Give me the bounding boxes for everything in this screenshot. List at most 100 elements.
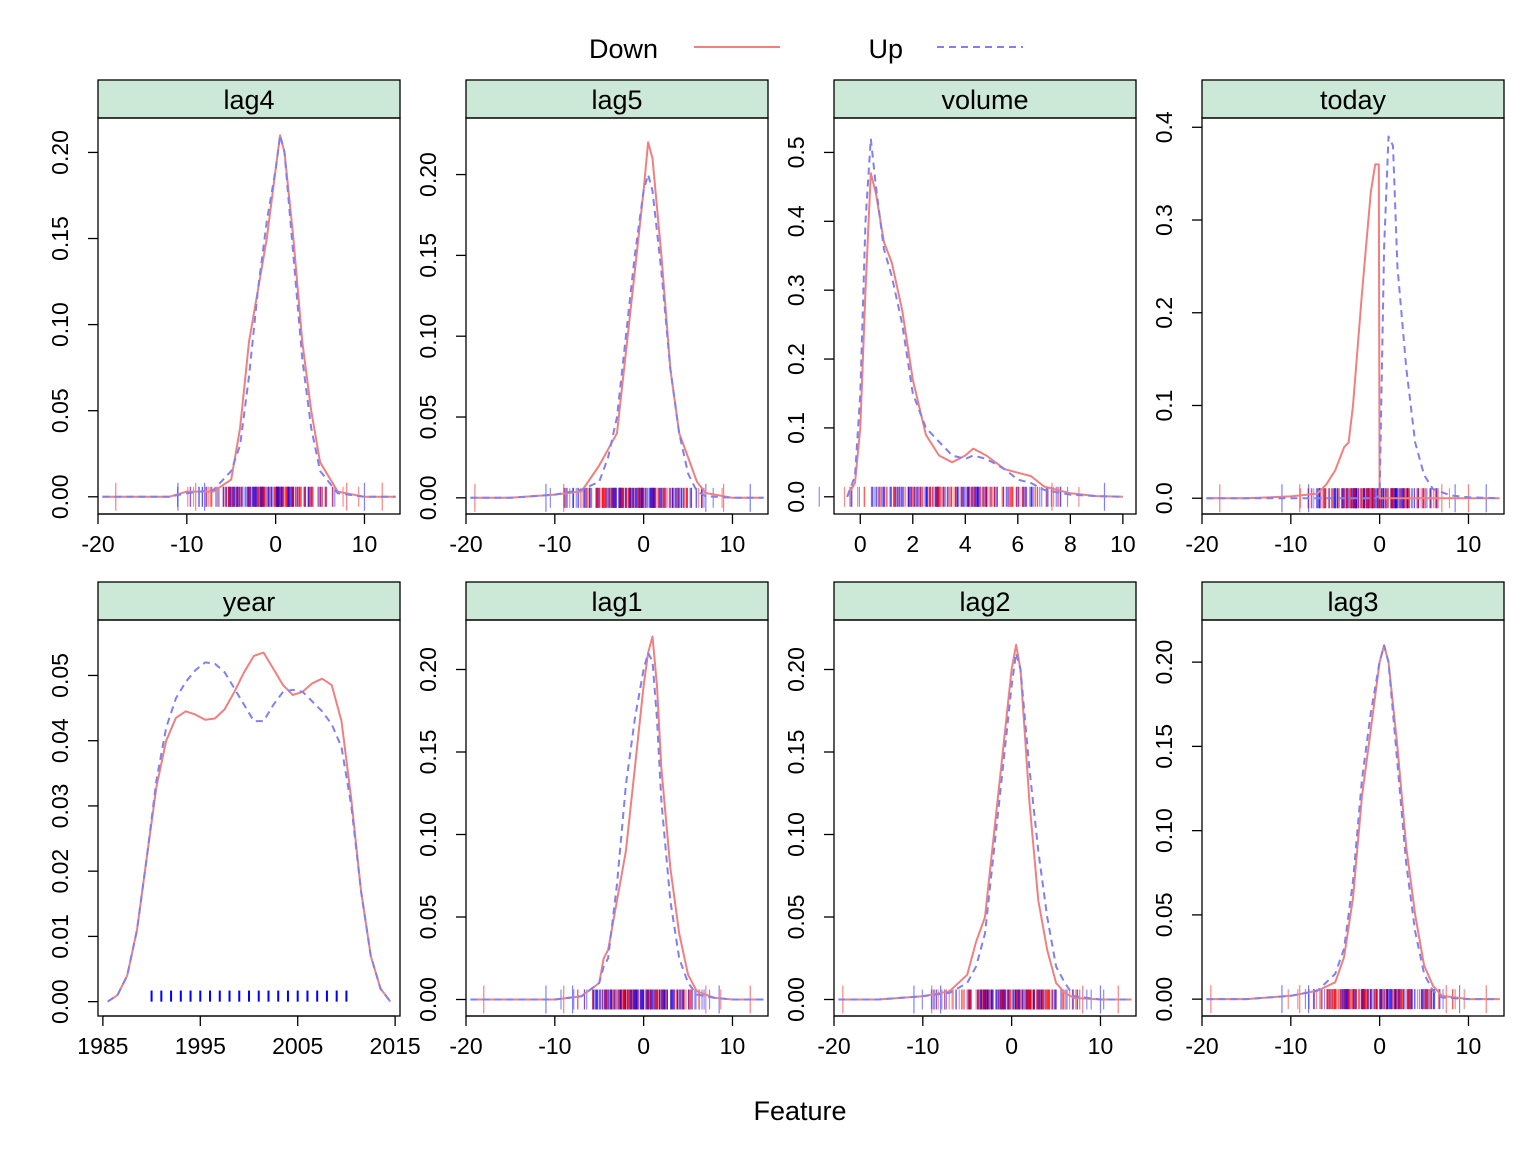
series-line-down-today bbox=[1206, 163, 1500, 500]
y-tick-label-lag5: 0.20 bbox=[415, 152, 441, 197]
x-tick-label-volume: 10 bbox=[1110, 531, 1136, 557]
rug-lag3 bbox=[1210, 985, 1487, 1014]
strip-title-lag5: lag5 bbox=[591, 85, 642, 115]
x-tick-label-lag3: -10 bbox=[1274, 1033, 1307, 1059]
panel-year: year 1985 1995 2005 2015 0.00 0.01 0.02 0.03 0.04… bbox=[47, 581, 421, 1059]
x-tick-label-lag4: -20 bbox=[81, 531, 114, 557]
y-tick-label-today: 0.2 bbox=[1151, 297, 1177, 329]
y-tick-label-lag2: 0.15 bbox=[783, 730, 809, 775]
y-tick-label-lag1: 0.15 bbox=[415, 730, 441, 775]
y-tick-label-lag1: 0.00 bbox=[415, 977, 441, 1022]
y-tick-label-lag5: 0.10 bbox=[415, 314, 441, 359]
y-tick-label-lag3: 0.15 bbox=[1151, 724, 1177, 769]
series-line-down-volume bbox=[846, 172, 1123, 498]
y-tick-label-lag2: 0.05 bbox=[783, 895, 809, 940]
rug-lag4 bbox=[115, 482, 383, 511]
x-tick-label-lag2: -20 bbox=[817, 1033, 850, 1059]
strip-title-lag1: lag1 bbox=[591, 587, 642, 617]
x-tick-label-lag4: 10 bbox=[352, 531, 378, 557]
y-tick-label-lag4: 0.15 bbox=[47, 216, 73, 261]
legend-label-down: Down bbox=[589, 34, 658, 64]
series-line-up-lag3 bbox=[1206, 644, 1500, 1001]
y-tick-label-lag4: 0.10 bbox=[47, 302, 73, 347]
x-tick-label-lag1: -10 bbox=[538, 1033, 571, 1059]
series-line-down-lag1 bbox=[470, 635, 764, 1001]
x-tick-label-today: -20 bbox=[1185, 531, 1218, 557]
y-tick-label-lag1: 0.20 bbox=[415, 647, 441, 692]
y-tick-label-lag4: 0.20 bbox=[47, 130, 73, 175]
x-axis-label: Feature bbox=[753, 1096, 846, 1126]
series-line-down-lag2 bbox=[838, 643, 1132, 1001]
x-tick-label-lag5: -20 bbox=[449, 531, 482, 557]
y-tick-label-volume: 0.3 bbox=[783, 274, 809, 306]
series-line-up-lag4 bbox=[102, 134, 396, 498]
panel-volume: volume 0 2 4 6 8 10 0.0 0.1 0.2 0.3 0.4 0.5 bbox=[783, 79, 1137, 557]
strip-title-lag2: lag2 bbox=[959, 587, 1010, 617]
x-tick-label-lag5: 10 bbox=[720, 531, 746, 557]
series-line-up-today bbox=[1206, 135, 1500, 500]
y-tick-label-lag3: 0.10 bbox=[1151, 808, 1177, 853]
x-tick-label-year: 2005 bbox=[272, 1033, 323, 1059]
series-line-up-lag1 bbox=[470, 652, 764, 1001]
panel-lag1: lag1 -20 -10 0 10 0.00 0.05 0.10 0.15 0.20 bbox=[415, 581, 769, 1059]
x-tick-label-year: 1995 bbox=[175, 1033, 226, 1059]
x-tick-label-volume: 0 bbox=[854, 531, 867, 557]
x-tick-label-year: 1985 bbox=[77, 1033, 128, 1059]
x-tick-label-volume: 4 bbox=[959, 531, 972, 557]
x-tick-label-today: -10 bbox=[1274, 531, 1307, 557]
y-tick-label-lag4: 0.00 bbox=[47, 474, 73, 519]
y-tick-label-lag4: 0.05 bbox=[47, 388, 73, 433]
panel-today: today -20 -10 0 10 0.0 0.1 0.2 0.3 0.4 bbox=[1151, 79, 1505, 557]
y-tick-label-volume: 0.0 bbox=[783, 481, 809, 513]
y-tick-label-lag3: 0.20 bbox=[1151, 640, 1177, 685]
x-tick-label-lag3: -20 bbox=[1185, 1033, 1218, 1059]
strip-title-year: year bbox=[223, 587, 276, 617]
y-tick-label-year: 0.05 bbox=[47, 653, 73, 698]
x-tick-label-today: 10 bbox=[1456, 531, 1482, 557]
plot-frame-lag2 bbox=[833, 619, 1137, 1017]
series-line-down-lag5 bbox=[470, 141, 764, 499]
x-tick-label-lag2: -10 bbox=[906, 1033, 939, 1059]
rug-year bbox=[150, 990, 348, 1002]
x-tick-label-lag2: 0 bbox=[1005, 1033, 1018, 1059]
panels: lag4-20 -10 0 100.000.050.100.150.20lag5-20… bbox=[47, 79, 1505, 1059]
y-tick-label-year: 0.02 bbox=[47, 849, 73, 894]
x-tick-label-lag4: 0 bbox=[269, 531, 282, 557]
y-tick-label-today: 0.3 bbox=[1151, 204, 1177, 236]
plot-frame-today bbox=[1201, 117, 1505, 515]
y-tick-label-lag5: 0.15 bbox=[415, 233, 441, 278]
strip-title-volume: volume bbox=[941, 85, 1028, 115]
x-tick-label-lag5: -10 bbox=[538, 531, 571, 557]
y-tick-label-lag5: 0.05 bbox=[415, 395, 441, 440]
strip-volume bbox=[833, 79, 1137, 119]
plot-frame-lag3 bbox=[1201, 619, 1505, 1017]
series-line-down-lag4 bbox=[102, 134, 396, 498]
series-line-down-lag3 bbox=[1206, 644, 1500, 1001]
panel-lag2: lag2 -20 -10 0 10 0.00 0.05 0.10 0.15 0.20 bbox=[783, 581, 1137, 1059]
strip-lag4 bbox=[97, 79, 401, 119]
series-line-down-year bbox=[107, 651, 392, 1003]
x-tick-label-volume: 8 bbox=[1064, 531, 1077, 557]
series-line-up-lag5 bbox=[470, 173, 764, 499]
legend: Down Up bbox=[589, 34, 1023, 64]
x-tick-label-volume: 2 bbox=[906, 531, 919, 557]
panel-lag4: lag4 -20 -10 0 10 0.00 0.05 0.10 0.15 0.20 bbox=[47, 79, 401, 557]
plot-frame-lag4 bbox=[97, 117, 401, 515]
y-tick-label-volume: 0.4 bbox=[783, 205, 809, 237]
strip-title-lag3: lag3 bbox=[1327, 587, 1378, 617]
x-tick-label-volume: 6 bbox=[1011, 531, 1024, 557]
series-line-up-year bbox=[107, 661, 392, 1003]
strip-title-today: today bbox=[1320, 85, 1387, 115]
rug-lag5 bbox=[474, 483, 751, 512]
x-tick-label-today: 0 bbox=[1373, 531, 1386, 557]
y-tick-label-lag2: 0.20 bbox=[783, 647, 809, 692]
strip-today bbox=[1201, 79, 1505, 119]
y-tick-label-lag1: 0.05 bbox=[415, 895, 441, 940]
x-tick-label-lag1: 0 bbox=[637, 1033, 650, 1059]
y-tick-label-year: 0.04 bbox=[47, 718, 73, 763]
rug-volume bbox=[818, 482, 1106, 511]
y-tick-label-volume: 0.2 bbox=[783, 343, 809, 375]
y-tick-label-year: 0.03 bbox=[47, 784, 73, 829]
plot-frame-lag1 bbox=[465, 619, 769, 1017]
